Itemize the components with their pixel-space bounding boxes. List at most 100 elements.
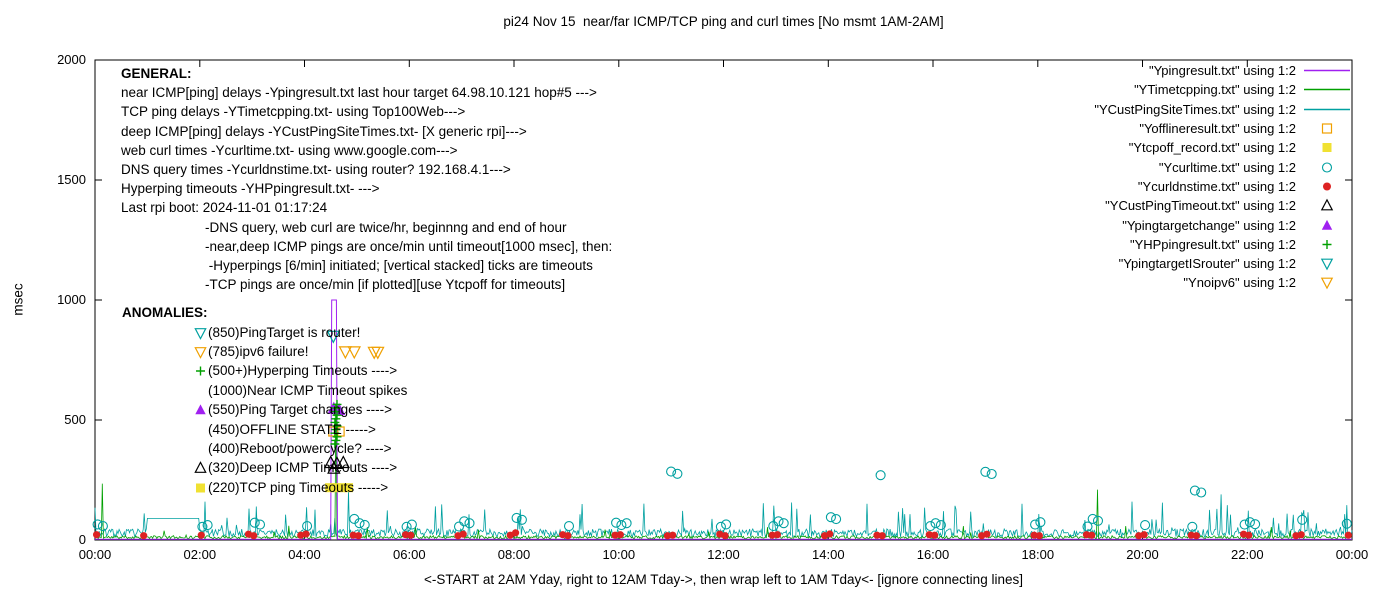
square-filled-icon <box>192 480 208 495</box>
marker-spacer <box>192 422 208 437</box>
series-pingtarget-isrouter-triangles <box>326 330 341 344</box>
triangle-down-open-icon <box>1300 275 1354 290</box>
general-note-line: DNS query times -Ycurldnstime.txt- using… <box>121 162 511 178</box>
anomaly-line: (1000)Near ICMP Timeout spikes <box>192 381 407 400</box>
x-axis-note: <-START at 2AM Yday, right to 12AM Tday-… <box>424 572 1023 587</box>
legend-label: "Ynoipv6" using 1:2 <box>1183 275 1296 291</box>
legend-item: "Ypingresult.txt" using 1:2 <box>1094 61 1354 80</box>
anomalies-title: ANOMALIES: <box>122 305 208 320</box>
svg-text:0: 0 <box>79 532 86 547</box>
marker-spacer <box>192 383 208 398</box>
anomaly-text: (500+)Hyperping Timeouts ----> <box>208 363 398 379</box>
triangle-down-open-icon <box>192 325 208 340</box>
anomaly-text: (400)Reboot/powercycle? ----> <box>208 440 392 456</box>
plus-icon <box>192 363 208 378</box>
general-sub-line: -Hyperpings [6/min] initiated; [vertical… <box>205 258 593 274</box>
anomaly-line: (785)ipv6 failure! <box>192 342 407 361</box>
svg-text:12:00: 12:00 <box>707 547 740 562</box>
svg-text:1000: 1000 <box>57 292 86 307</box>
circle-filled-icon <box>1300 179 1354 194</box>
legend: "Ypingresult.txt" using 1:2 "YTimetcpping… <box>1094 61 1354 293</box>
general-sub-line: -TCP pings are once/min [if plotted][use… <box>205 277 566 293</box>
general-note-line: Hyperping timeouts -YHPpingresult.txt- -… <box>121 181 380 197</box>
svg-text:00:00: 00:00 <box>79 547 112 562</box>
legend-label: "Ypingresult.txt" using 1:2 <box>1148 63 1296 79</box>
legend-item: "Ycurldnstime.txt" using 1:2 <box>1094 177 1354 196</box>
svg-text:02:00: 02:00 <box>184 547 217 562</box>
series-tcpoff-squares <box>325 483 353 493</box>
anomaly-line: (400)Reboot/powercycle? ----> <box>192 439 407 458</box>
anomaly-line: (450)OFFLINE STATE -----> <box>192 419 407 438</box>
legend-label: "Ypingtargetchange" using 1:2 <box>1122 217 1296 233</box>
legend-label: "YCustPingSiteTimes.txt" using 1:2 <box>1094 101 1296 117</box>
circle-open-icon <box>1300 160 1354 175</box>
anomaly-text: (550)Ping Target changes ----> <box>208 402 392 418</box>
legend-label: "YHPpingresult.txt" using 1:2 <box>1129 236 1296 252</box>
svg-text:04:00: 04:00 <box>288 547 321 562</box>
marker-spacer <box>192 441 208 456</box>
legend-label: "YpingtargetISrouter" using 1:2 <box>1118 256 1296 272</box>
anomaly-line: (550)Ping Target changes ----> <box>192 400 407 419</box>
anomalies-notes: ANOMALIES: (850)PingTarget is router! (78… <box>122 303 407 497</box>
svg-text:2000: 2000 <box>57 52 86 67</box>
legend-label: "Ytcpoff_record.txt" using 1:2 <box>1128 140 1296 156</box>
plus-icon <box>1300 237 1354 252</box>
general-note-line: Last rpi boot: 2024-11-01 01:17:24 <box>121 200 328 216</box>
legend-item: "Ytcpoff_record.txt" using 1:2 <box>1094 138 1354 157</box>
svg-text:08:00: 08:00 <box>498 547 531 562</box>
anomaly-line: (220)TCP ping Timeouts -----> <box>192 478 407 497</box>
chart-title: pi24 Nov 15 near/far ICMP/TCP ping and c… <box>503 14 944 29</box>
legend-item: "YTimetcpping.txt" using 1:2 <box>1094 80 1354 99</box>
triangle-down-open-icon <box>192 344 208 359</box>
legend-label: "Ycurltime.txt" using 1:2 <box>1158 159 1296 175</box>
legend-item: "YCustPingSiteTimes.txt" using 1:2 <box>1094 100 1354 119</box>
series-hyperping-pluses <box>330 399 342 449</box>
triangle-down-open-icon <box>1300 256 1354 271</box>
general-note-line: TCP ping delays -YTimetcpping.txt- using… <box>121 104 466 120</box>
legend-item: "Ypingtargetchange" using 1:2 <box>1094 215 1354 234</box>
general-note-line: near ICMP[ping] delays -Ypingresult.txt … <box>121 85 597 101</box>
anomaly-text: (450)OFFLINE STATE -----> <box>208 421 376 437</box>
square-open-icon <box>1300 121 1354 136</box>
legend-label: "Ycurldnstime.txt" using 1:2 <box>1137 178 1296 194</box>
triangle-up-open-icon <box>1300 198 1354 213</box>
legend-item: "YpingtargetISrouter" using 1:2 <box>1094 254 1354 273</box>
anomaly-line: (850)PingTarget is router! <box>192 322 407 341</box>
legend-item: "Yofflineresult.txt" using 1:2 <box>1094 119 1354 138</box>
svg-text:06:00: 06:00 <box>393 547 426 562</box>
svg-text:14:00: 14:00 <box>812 547 845 562</box>
anomaly-text: (850)PingTarget is router! <box>208 324 361 340</box>
line-sample-icon <box>1300 82 1354 97</box>
general-title: GENERAL: <box>121 66 192 81</box>
svg-text:500: 500 <box>64 412 86 427</box>
anomaly-text: (320)Deep ICMP Timeouts ----> <box>208 460 398 476</box>
svg-text:00:00: 00:00 <box>1336 547 1369 562</box>
legend-label: "YTimetcpping.txt" using 1:2 <box>1134 82 1296 98</box>
general-notes: GENERAL: near ICMP[ping] delays -Ypingre… <box>121 64 612 294</box>
series-deep-timeout-triangles <box>323 455 350 474</box>
general-sub-lines: -DNS query, web curl are twice/hr, begin… <box>205 218 612 295</box>
anomaly-rows: (850)PingTarget is router! (785)ipv6 fail… <box>122 322 407 497</box>
svg-text:20:00: 20:00 <box>1126 547 1159 562</box>
general-sub-line: -near,deep ICMP pings are once/min until… <box>205 238 613 254</box>
square-filled-icon <box>1300 140 1354 155</box>
general-note-line: deep ICMP[ping] delays -YCustPingSiteTim… <box>121 123 527 139</box>
anomaly-text: (1000)Near ICMP Timeout spikes <box>208 382 408 398</box>
anomaly-text: (785)ipv6 failure! <box>208 343 309 359</box>
legend-item: "YHPpingresult.txt" using 1:2 <box>1094 235 1354 254</box>
legend-label: "YCustPingTimeout.txt" using 1:2 <box>1105 198 1296 214</box>
series-curl-circles <box>92 466 1352 532</box>
series-near-icmp-line <box>95 299 1352 540</box>
svg-text:16:00: 16:00 <box>917 547 950 562</box>
legend-item: "Ynoipv6" using 1:2 <box>1094 273 1354 292</box>
anomaly-line: (500+)Hyperping Timeouts ----> <box>192 361 407 380</box>
general-sub-line: -DNS query, web curl are twice/hr, begin… <box>205 219 567 235</box>
line-sample-icon <box>1300 102 1354 117</box>
anomaly-text: (220)TCP ping Timeouts -----> <box>208 479 389 495</box>
triangle-up-filled-icon <box>192 402 208 417</box>
triangle-up-filled-icon <box>1300 218 1354 233</box>
svg-text:22:00: 22:00 <box>1231 547 1264 562</box>
series-dns-dots <box>93 529 1352 540</box>
